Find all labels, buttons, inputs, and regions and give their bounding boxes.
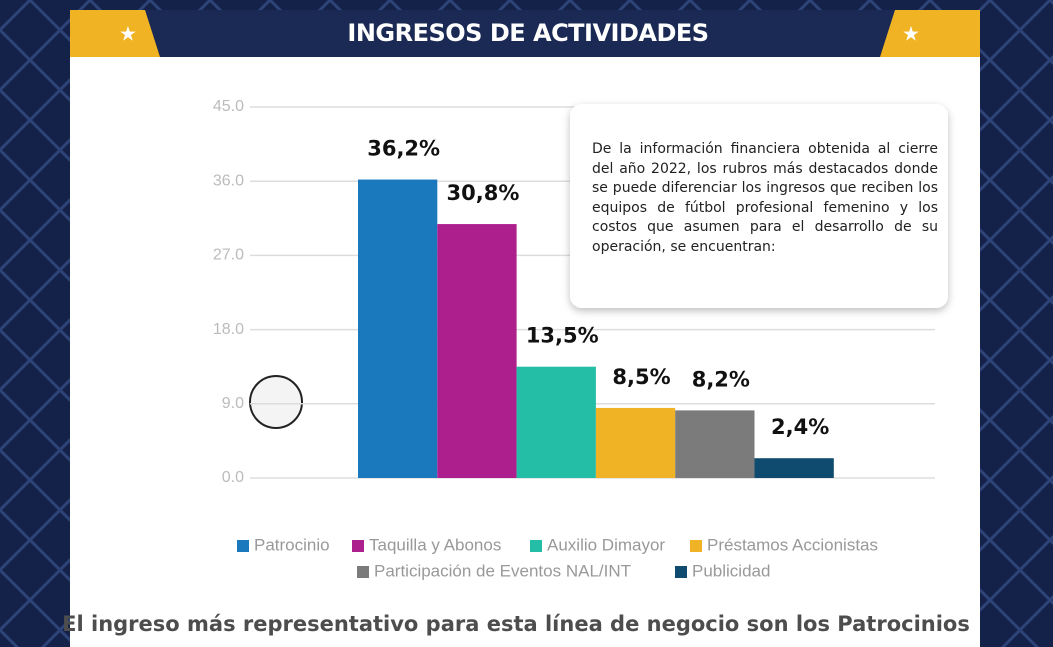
header-corner [70, 10, 160, 57]
value-label: 13,5% [526, 324, 599, 348]
star: ★ [119, 23, 137, 45]
bar [595, 407, 676, 478]
legend-label: Publicidad [692, 561, 770, 580]
legend-label: Patrocinio [254, 535, 330, 554]
legend-swatch [352, 540, 364, 552]
legend-swatch [675, 566, 687, 578]
legend-label: Préstamos Accionistas [707, 535, 878, 554]
legend-label: Taquilla y Abonos [369, 535, 501, 554]
annotation: De la información financiera obtenida al… [592, 141, 938, 255]
bar [358, 179, 438, 478]
value-label: 30,8% [447, 181, 520, 205]
y-tick-label: 36.0 [213, 172, 244, 189]
value-label: 8,2% [692, 367, 750, 391]
bar [675, 410, 755, 478]
star: ★ [902, 23, 920, 45]
footer: El ingreso más representativo para esta … [62, 612, 970, 636]
y-tick-label: 27.0 [213, 247, 244, 264]
y-tick-label: 18.0 [213, 321, 244, 338]
legend-swatch [530, 540, 542, 552]
legend-label: Participación de Eventos NAL/INT [374, 561, 631, 580]
legend-swatch [357, 566, 369, 578]
y-tick-label: 0.0 [222, 469, 244, 486]
legend-swatch [690, 540, 702, 552]
value-label: 2,4% [771, 415, 829, 439]
y-tick-label: 45.0 [213, 98, 244, 115]
value-label: 8,5% [612, 365, 670, 389]
ball [249, 375, 303, 429]
bar [516, 366, 596, 478]
header-corner [880, 10, 980, 57]
bar [754, 458, 834, 478]
value-label: 36,2% [367, 137, 440, 161]
header-bar [70, 10, 980, 57]
bar [437, 224, 517, 478]
legend-label: Auxilio Dimayor [547, 535, 665, 554]
legend-swatch [237, 540, 249, 552]
note-box [570, 104, 948, 308]
chart-title: INGRESOS DE ACTIVIDADES [347, 19, 708, 47]
y-tick-label: 9.0 [222, 395, 244, 412]
